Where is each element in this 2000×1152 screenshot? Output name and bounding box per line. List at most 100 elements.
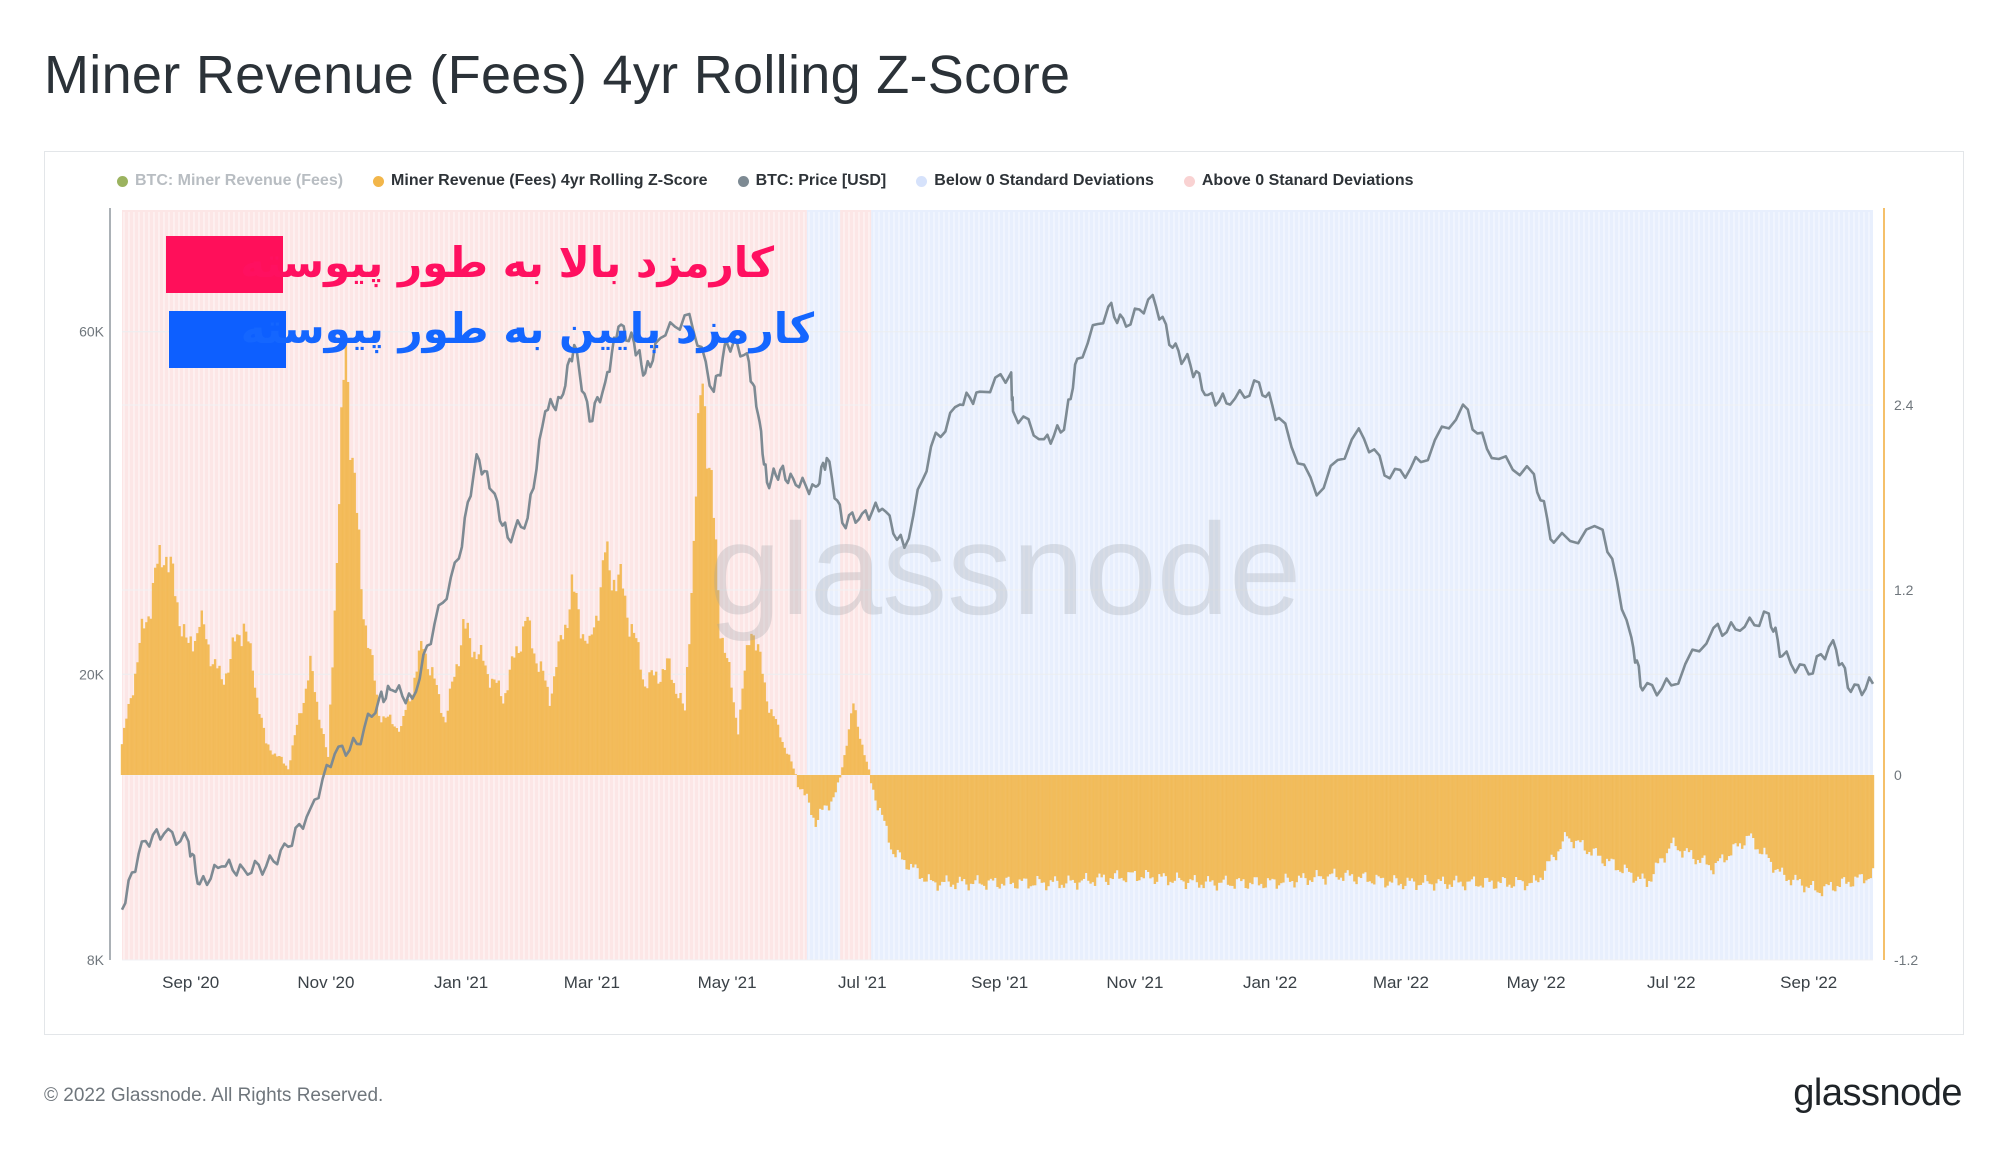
legend-item-0[interactable]: BTC: Miner Revenue (Fees) — [117, 172, 343, 190]
zscore-bar — [1492, 775, 1496, 889]
zscore-bar — [980, 775, 984, 885]
zscore-bar — [954, 775, 957, 890]
zscore-bar — [761, 673, 764, 775]
zscore-bar — [623, 595, 627, 775]
legend-label: Above 0 Stanard Deviations — [1201, 172, 1414, 189]
zscore-bar — [267, 744, 270, 775]
zscore-bar — [1211, 775, 1214, 881]
zscore-bar — [400, 726, 403, 775]
zscore-bar — [998, 775, 1001, 889]
zscore-bar — [867, 769, 871, 775]
zscore-bar — [134, 673, 137, 775]
zscore-bar — [1432, 775, 1436, 891]
zscore-bar — [1288, 775, 1292, 882]
zscore-bar — [1803, 775, 1806, 893]
zscore-bar — [1056, 775, 1059, 881]
zscore-bar — [1328, 775, 1332, 875]
zscore-bar — [1368, 775, 1372, 882]
zscore-bar — [639, 669, 642, 775]
zscore-bar — [741, 688, 744, 775]
zscore-bar — [834, 775, 837, 793]
zscore-bar — [1304, 775, 1307, 879]
zscore-bar — [983, 775, 986, 886]
zscore-bar — [790, 761, 793, 775]
zscore-bar — [1457, 775, 1460, 883]
zscore-bar — [123, 727, 126, 775]
zscore-bar — [661, 669, 665, 775]
zscore-bar — [247, 641, 250, 775]
zscore-bar — [402, 715, 405, 775]
zscore-bar — [1268, 775, 1272, 881]
zscore-bar — [810, 775, 813, 815]
legend-item-2[interactable]: BTC: Price [USD] — [737, 172, 886, 190]
zscore-bar — [180, 636, 184, 775]
zscore-bar — [1661, 775, 1664, 859]
zscore-bar — [127, 703, 130, 775]
zscore-bar — [1191, 775, 1194, 881]
zscore-bar — [918, 775, 922, 879]
zscore-bar — [1585, 775, 1589, 855]
legend-item-3[interactable]: Below 0 Standard Deviations — [916, 172, 1154, 190]
legend-label: BTC: Miner Revenue (Fees) — [135, 172, 344, 189]
zscore-bar — [1410, 775, 1414, 879]
zscore-bar — [940, 775, 944, 882]
zscore-bar — [1749, 775, 1753, 834]
zscore-bar — [1537, 775, 1540, 883]
zscore-bar — [1472, 775, 1476, 877]
zscore-bar — [1237, 775, 1241, 879]
zscore-bar — [1530, 775, 1533, 883]
zscore-bar — [1752, 775, 1755, 839]
zscore-bar — [1033, 775, 1037, 886]
x-tick-label: May '22 — [1507, 973, 1566, 992]
zscore-bar — [674, 693, 678, 775]
zscore-bar — [129, 698, 133, 775]
zscore-bar — [1809, 775, 1813, 885]
zscore-bar — [1342, 775, 1345, 881]
right-tick-label: 0 — [1894, 767, 1902, 783]
zscore-bar — [422, 649, 425, 775]
zscore-bar — [1705, 775, 1708, 865]
zscore-bar — [949, 775, 953, 887]
zscore-bar — [1528, 775, 1531, 884]
zscore-bar — [258, 714, 261, 775]
zscore-bar — [1727, 775, 1731, 857]
zscore-bar — [1446, 775, 1449, 889]
legend-item-4[interactable]: Above 0 Stanard Deviations — [1183, 172, 1414, 190]
zscore-bar — [1140, 775, 1143, 878]
x-tick-label: Nov '20 — [297, 973, 354, 992]
zscore-bar — [222, 684, 226, 775]
zscore-bar — [1483, 775, 1487, 879]
zscore-bar — [705, 468, 709, 775]
zscore-bar — [1632, 775, 1635, 883]
zscore-bar — [278, 755, 281, 775]
zscore-bar — [1353, 775, 1356, 882]
zscore-bar — [608, 570, 611, 775]
zscore-bar — [280, 756, 283, 775]
zscore-bar — [131, 695, 135, 775]
zscore-bar — [533, 653, 536, 775]
zscore-bar — [1690, 775, 1693, 851]
zscore-bar — [801, 775, 804, 790]
zscore-bar — [1787, 775, 1790, 880]
zscore-bar — [1545, 775, 1549, 862]
zscore-bar — [989, 775, 993, 879]
zscore-bar — [1337, 775, 1341, 880]
zscore-bar — [929, 775, 933, 881]
zscore-bar — [1650, 775, 1653, 882]
zscore-bar — [885, 775, 888, 826]
zscore-bar — [1792, 775, 1795, 880]
zscore-bar — [1399, 775, 1403, 884]
zscore-bar — [874, 775, 877, 801]
zscore-bar — [736, 734, 740, 775]
zscore-bar — [1313, 775, 1316, 878]
zscore-bar — [1122, 775, 1126, 881]
zscore-bar — [1716, 775, 1720, 862]
zscore-bar — [437, 694, 441, 775]
zscore-bar — [963, 775, 966, 880]
zscore-bar — [207, 644, 210, 775]
zscore-bar — [1851, 775, 1855, 887]
zscore-bar — [1756, 775, 1759, 850]
zscore-bar — [537, 671, 540, 775]
zscore-bar — [380, 722, 383, 775]
legend-item-1[interactable]: Miner Revenue (Fees) 4yr Rolling Z-Score — [373, 172, 708, 190]
